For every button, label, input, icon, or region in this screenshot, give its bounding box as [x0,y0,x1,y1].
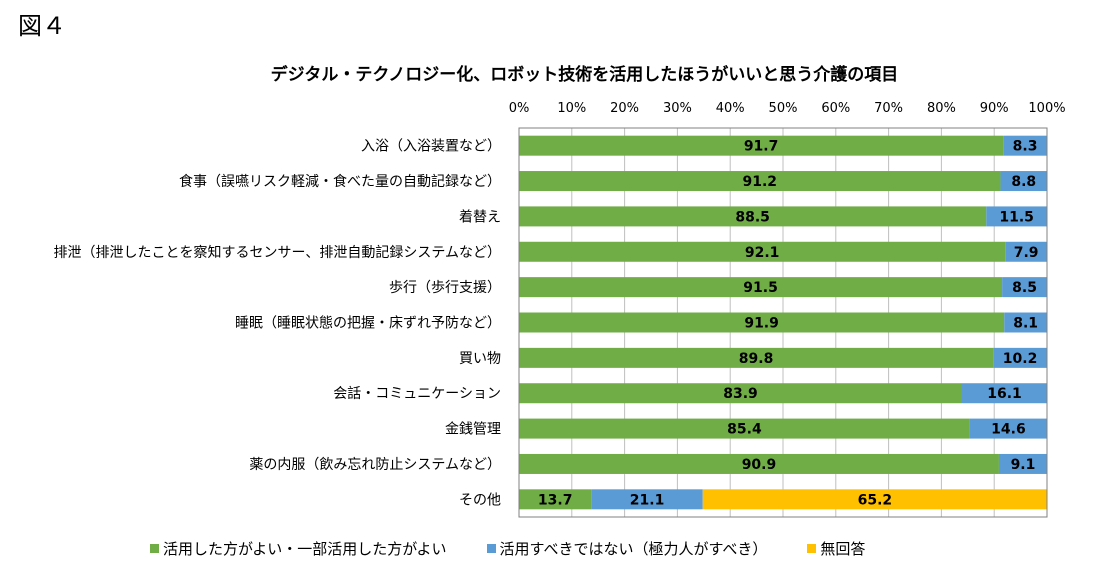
bars: 91.7 8.3 91.2 8.8 88.5 11.5 92.1 7.9 91.5 8.5 91.9… [519,135,1047,510]
bar-segment [993,347,1047,368]
x-tick-label: 100% [1028,101,1065,116]
data-label: 91.5 [743,280,778,296]
bar-segment [591,489,703,510]
data-label: 85.4 [727,422,762,438]
bar-segment [998,453,1047,474]
data-label: 9.1 [1011,457,1036,473]
data-label: 7.9 [1014,245,1039,261]
bar-segment [519,135,1004,156]
legend-item: 活用すべきではない（極力人がすべき） [486,538,768,559]
bar-segment [519,171,1001,192]
legend-label: 活用した方がよい・一部活用した方がよい [163,540,447,558]
x-tick-label: 90% [980,101,1009,116]
data-label: 89.8 [739,351,774,367]
category-label: 食事（誤嚥リスク軽減・食べた量の自動記録など） [179,173,501,190]
category-label: 睡眠（睡眠状態の把握・床ずれ予防など） [235,316,501,332]
bar-segment [702,489,1047,510]
category-label: 排泄（排泄したことを察知するセンサー、排泄自動記録システムなど） [54,244,501,261]
bar-segment [961,383,1047,404]
bar-segment [519,241,1006,262]
legend-item: 無回答 [807,538,865,559]
data-label: 16.1 [987,386,1022,402]
data-label: 65.2 [858,492,893,508]
bar-segment [1004,312,1047,333]
bar-segment [986,206,1047,227]
bar-segment [519,489,592,510]
data-label: 11.5 [999,209,1034,225]
x-tick-label: 80% [927,101,956,116]
bar-segment [1005,241,1047,262]
bar-segment [1003,135,1047,156]
legend-swatch [807,544,817,553]
bar-segment [519,383,962,404]
x-tick-label: 40% [716,101,745,116]
bar-segment [969,418,1047,439]
data-label: 8.1 [1013,316,1038,332]
x-tick-label: 20% [610,101,639,116]
data-label: 10.2 [1003,351,1038,367]
data-label: 91.2 [742,174,777,190]
x-axis-ticks: 0% 10% 20% 30% 40% 50% 60% 70% 80% 90% 100% [509,101,1066,116]
category-label: 着替え [459,209,501,225]
x-tick-label: 0% [509,101,530,116]
bar-segment [519,347,994,368]
legend-item: 活用した方がよい・一部活用した方がよい [150,538,447,559]
category-label: 買い物 [459,351,501,367]
figure-label: 図４ [18,12,66,40]
category-label: 金銭管理 [445,422,501,438]
category-label: 入浴（入浴装置など） [361,139,501,155]
chart-title: デジタル・テクノロジー化、ロボット技術を活用したほうがいいと思う介護の項目 [270,65,899,85]
category-label: 薬の内服（飲み忘れ防止システムなど） [249,457,501,473]
legend-swatch [150,544,159,553]
data-label: 83.9 [723,386,758,402]
x-tick-label: 60% [821,101,850,116]
data-label: 90.9 [742,457,777,473]
data-label: 91.9 [744,316,779,332]
data-label: 92.1 [745,245,780,261]
category-label: 会話・コミュニケーション [333,385,501,402]
bar-segment [519,206,987,227]
data-label: 8.8 [1011,174,1036,190]
bar-segment [519,453,999,474]
bar-segment [1002,277,1047,298]
bar-segment [1000,171,1047,192]
data-label: 13.7 [538,492,573,508]
data-label: 8.3 [1013,139,1038,155]
data-label: 91.7 [744,139,779,155]
legend-label: 活用すべきではない（極力人がすべき） [499,540,768,558]
data-label: 14.6 [991,422,1026,438]
bar-segment [519,418,970,439]
category-label: その他 [459,492,501,508]
x-tick-label: 10% [557,101,586,116]
data-label: 88.5 [735,209,770,225]
bar-segment [519,312,1005,333]
data-label: 8.5 [1012,280,1037,296]
x-tick-label: 50% [769,101,798,116]
plot-area-frame [518,127,1048,518]
legend-swatch [486,544,496,553]
x-tick-label: 70% [874,101,903,116]
legend-label: 無回答 [820,540,866,558]
category-label: 歩行（歩行支援） [389,280,501,296]
data-label: 21.1 [630,492,665,508]
category-labels: 入浴（入浴装置など） 食事（誤嚥リスク軽減・食べた量の自動記録など） 着替え排泄（排… [54,139,501,509]
x-tick-label: 30% [663,101,692,116]
bar-segment [519,277,1003,298]
legend: 活用した方がよい・一部活用した方がよい 活用すべきではない（極力人がすべき） 無回答 [150,538,1050,559]
